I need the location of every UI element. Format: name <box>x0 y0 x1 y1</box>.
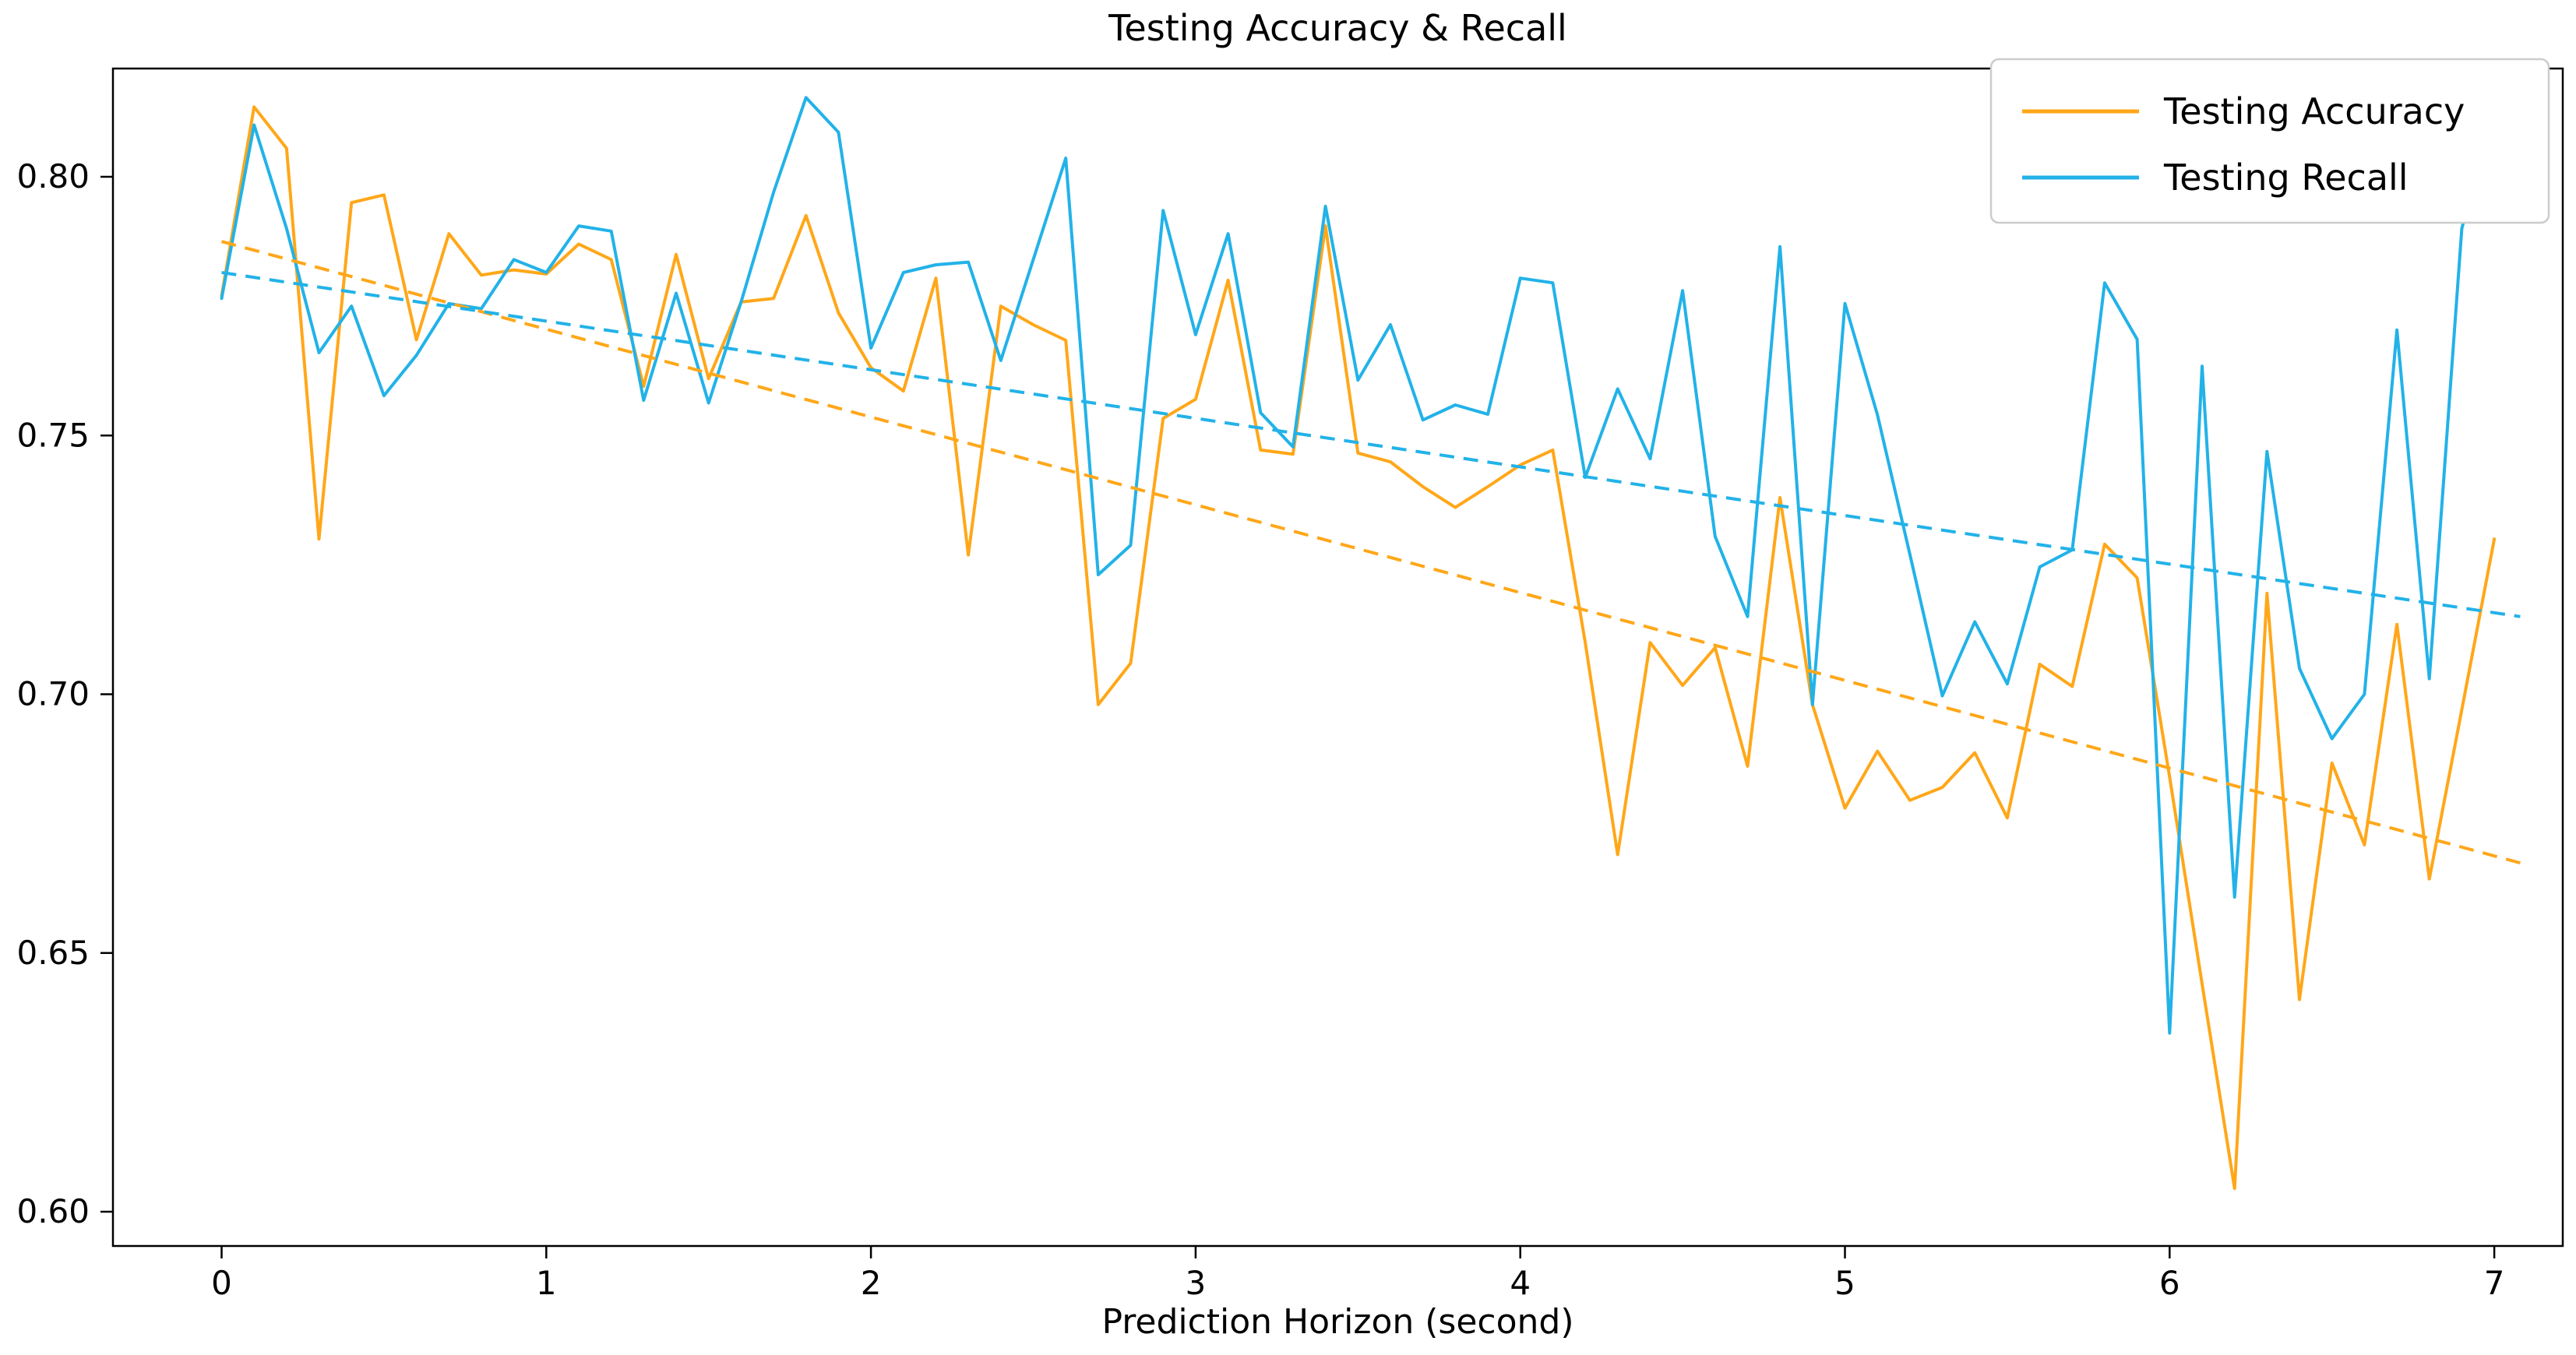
chart-title: Testing Accuracy & Recall <box>1108 7 1567 49</box>
x-tick-label: 0 <box>211 1264 232 1302</box>
y-tick-label: 0.80 <box>16 157 90 195</box>
x-tick-label: 2 <box>861 1264 882 1302</box>
accuracy-series-line <box>220 105 2497 1191</box>
x-tick-label: 1 <box>536 1264 557 1302</box>
x-tick-label: 5 <box>1834 1264 1855 1302</box>
axes-spines <box>111 67 2564 1248</box>
recall-series-line <box>220 96 2497 1035</box>
accuracy-trend-line <box>220 240 2521 865</box>
x-tick-label: 6 <box>2159 1264 2180 1302</box>
x-tick-label: 7 <box>2484 1264 2505 1302</box>
legend-label-recall: Testing Recall <box>2163 157 2409 199</box>
y-tick-label: 0.60 <box>16 1192 90 1230</box>
x-tick-label: 4 <box>1510 1264 1531 1302</box>
y-tick-label: 0.70 <box>16 675 90 713</box>
recall-trend-line <box>221 270 2521 618</box>
legend-label-accuracy: Testing Accuracy <box>2163 90 2465 132</box>
x-axis-label: Prediction Horizon (second) <box>1101 1302 1573 1342</box>
y-tick-label: 0.65 <box>16 934 90 972</box>
legend-box <box>1989 58 2550 224</box>
x-tick-label: 3 <box>1186 1264 1207 1302</box>
y-tick-label: 0.75 <box>16 416 90 454</box>
